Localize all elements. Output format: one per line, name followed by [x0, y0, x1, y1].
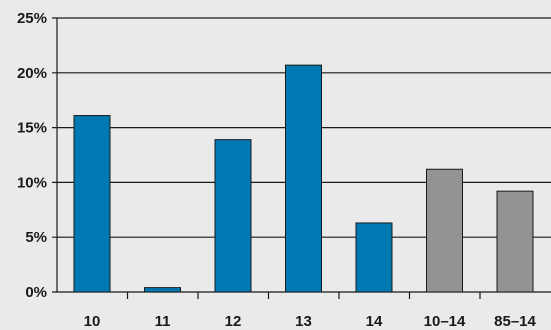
y-tick-label: 25% [17, 10, 47, 27]
x-tick-label: 10–14 [424, 313, 466, 330]
x-tick-label: 12 [225, 313, 242, 330]
bar-11 [144, 287, 181, 293]
y-tick-label: 5% [25, 229, 47, 246]
y-axis: 0% 5% 10% 15% 20% 25% [17, 10, 58, 301]
bars [73, 64, 534, 293]
y-tick-label: 15% [17, 120, 47, 137]
bar-10 [73, 115, 111, 293]
x-tick-label: 13 [295, 313, 312, 330]
bar-12 [214, 139, 252, 293]
bar-85–14 [496, 190, 534, 293]
x-axis: 10 11 12 13 14 10–14 85–14 [84, 292, 537, 330]
y-tick-label: 10% [17, 174, 47, 191]
x-tick-label: 11 [155, 313, 171, 330]
y-tick-label: 20% [17, 65, 47, 82]
x-tick-label: 14 [366, 313, 383, 330]
bar-13 [285, 64, 322, 293]
y-tick-label: 0% [25, 284, 47, 301]
bar-10–14 [426, 168, 463, 293]
x-tick-label: 10 [84, 313, 101, 330]
bar-14 [355, 222, 393, 293]
x-tick-label: 85–14 [494, 313, 536, 330]
